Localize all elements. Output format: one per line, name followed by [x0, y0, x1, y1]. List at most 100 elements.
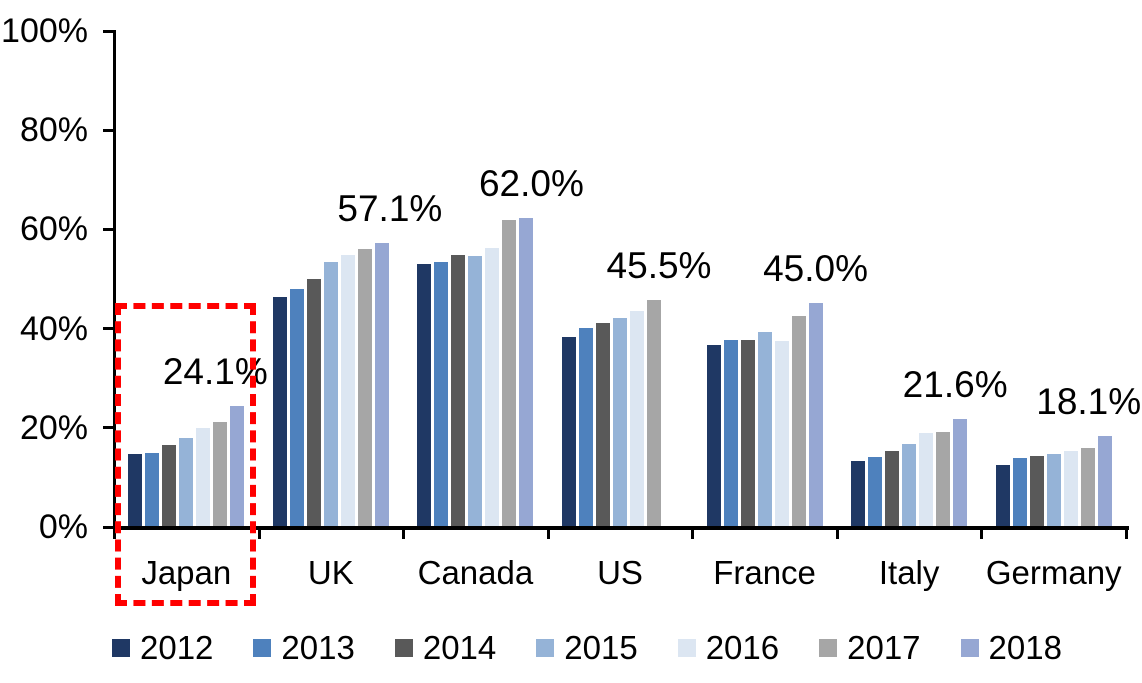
bar-germany-2012: [995, 465, 1010, 526]
y-tick: [103, 525, 114, 529]
category-label-canada: Canada: [417, 554, 534, 591]
bar-uk-2013: [289, 289, 304, 526]
legend-swatch-2013: [253, 639, 272, 657]
bar-canada-2017: [502, 220, 517, 526]
bar-italy-2017: [936, 432, 951, 526]
bar-uk-2018: [374, 243, 389, 526]
bar-canada-2013: [434, 262, 449, 526]
bar-uk-2014: [306, 279, 321, 526]
y-tick-label: 20%: [19, 408, 88, 447]
bar-germany-2015: [1046, 454, 1061, 526]
bar-group-japan: [114, 30, 259, 526]
y-tick: [103, 227, 114, 231]
legend-item-2014: 2014: [394, 629, 497, 666]
x-tick: [691, 528, 695, 539]
x-tick: [402, 528, 406, 539]
bar-us-2013: [578, 328, 593, 526]
bar-italy-2014: [885, 451, 900, 526]
y-tick: [103, 128, 114, 132]
legend-swatch-2015: [536, 639, 555, 657]
bar-us-2016: [629, 311, 644, 526]
y-axis-line: [113, 30, 116, 530]
data-label-france: 45.0%: [763, 247, 869, 289]
y-tick-label: 80%: [19, 111, 88, 150]
bar-group-canada: [403, 30, 548, 526]
legend-item-2015: 2015: [536, 629, 638, 666]
bar-italy-2018: [953, 419, 968, 526]
bar-france-2014: [740, 340, 755, 526]
legend-label-2013: 2013: [281, 629, 355, 666]
y-tick-label: 60%: [19, 210, 88, 249]
y-tick: [103, 327, 114, 331]
legend-item-2017: 2017: [819, 629, 921, 666]
bar-canada-2016: [485, 248, 500, 526]
category-label-france: France: [713, 554, 816, 591]
data-label-us: 45.5%: [606, 245, 712, 287]
bar-japan-2018: [230, 406, 245, 526]
data-label-canada: 62.0%: [478, 163, 584, 205]
legend-label-2016: 2016: [705, 629, 780, 666]
bar-canada-2018: [519, 218, 534, 526]
bar-italy-2016: [919, 433, 934, 526]
y-tick-label: 40%: [19, 309, 88, 348]
bar-japan-2012: [128, 454, 143, 526]
data-label-uk: 57.1%: [337, 187, 443, 229]
x-tick: [546, 528, 550, 539]
legend: 2012 2013 2014 2015 2016 2017 2018: [112, 630, 1062, 666]
legend-label-2014: 2014: [422, 629, 497, 666]
bar-france-2017: [791, 316, 806, 526]
bar-japan-2014: [162, 445, 177, 526]
legend-item-2016: 2016: [677, 629, 780, 666]
bar-italy-2013: [868, 457, 883, 526]
x-tick: [1125, 528, 1128, 539]
data-label-germany: 18.1%: [1036, 381, 1142, 423]
bar-uk-2012: [272, 297, 287, 526]
bar-group-italy: [837, 30, 982, 526]
x-tick: [113, 528, 116, 539]
bar-group-uk: [259, 30, 404, 526]
bar-canada-2015: [468, 256, 483, 526]
highlight-dashed-box: [115, 303, 256, 606]
bar-france-2018: [808, 303, 823, 526]
bar-canada-2012: [417, 264, 432, 526]
category-label-germany: Germany: [985, 554, 1122, 591]
bar-germany-2017: [1080, 448, 1095, 526]
legend-swatch-2016: [677, 639, 696, 657]
bar-france-2016: [774, 341, 789, 526]
legend-swatch-2012: [112, 639, 130, 657]
bar-france-2015: [757, 332, 772, 526]
bar-uk-2016: [340, 255, 355, 526]
legend-swatch-2014: [394, 639, 413, 657]
legend-label-2017: 2017: [847, 629, 921, 666]
x-tick: [980, 528, 984, 539]
legend-item-2013: 2013: [253, 629, 355, 666]
y-tick: [103, 29, 114, 33]
bar-japan-2017: [213, 422, 228, 526]
bar-germany-2018: [1097, 436, 1112, 526]
category-label-us: US: [597, 554, 643, 591]
bar-italy-2015: [902, 444, 917, 526]
bar-germany-2014: [1029, 456, 1044, 526]
bar-group-france: [692, 30, 837, 526]
data-label-italy: 21.6%: [902, 363, 1008, 405]
legend-label-2015: 2015: [564, 629, 638, 666]
legend-label-2018: 2018: [988, 629, 1062, 666]
bar-germany-2016: [1063, 451, 1078, 526]
bar-us-2014: [595, 323, 610, 526]
bar-uk-2017: [357, 249, 372, 526]
bar-canada-2014: [451, 255, 466, 526]
x-tick: [257, 528, 261, 539]
bar-italy-2012: [851, 461, 866, 526]
bar-group-germany: [981, 30, 1126, 526]
y-tick-label: 0%: [38, 508, 88, 546]
category-label-japan: Japan: [141, 554, 232, 591]
y-tick: [103, 426, 114, 430]
category-label-uk: UK: [307, 554, 354, 591]
category-label-italy: Italy: [878, 554, 940, 591]
legend-swatch-2017: [819, 639, 838, 657]
x-tick: [835, 528, 839, 539]
legend-label-2012: 2012: [140, 629, 214, 666]
legend-swatch-2018: [960, 639, 979, 657]
legend-item-2018: 2018: [960, 629, 1062, 666]
